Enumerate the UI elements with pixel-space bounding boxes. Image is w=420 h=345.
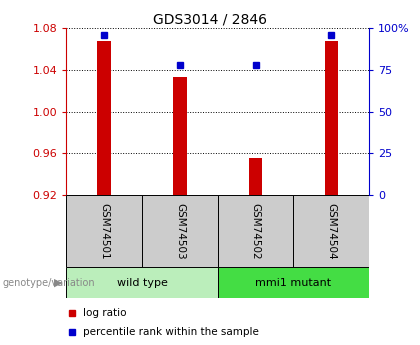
Bar [294, 195, 369, 267]
Bar [325, 41, 338, 195]
Bar [66, 267, 218, 298]
Text: GSM74504: GSM74504 [326, 203, 336, 259]
Text: GSM74503: GSM74503 [175, 203, 185, 259]
Text: GSM74501: GSM74501 [99, 203, 109, 259]
Bar [142, 195, 218, 267]
Text: wild type: wild type [117, 278, 168, 288]
Bar [249, 158, 262, 195]
Text: log ratio: log ratio [83, 308, 126, 318]
Text: mmi1 mutant: mmi1 mutant [255, 278, 331, 288]
Bar [218, 267, 369, 298]
Text: percentile rank within the sample: percentile rank within the sample [83, 327, 259, 337]
Text: GSM74502: GSM74502 [251, 203, 261, 259]
Bar [218, 195, 294, 267]
Text: GDS3014 / 2846: GDS3014 / 2846 [153, 12, 267, 26]
Text: ▶: ▶ [54, 278, 62, 288]
Bar [66, 195, 142, 267]
Bar [173, 77, 187, 195]
Text: genotype/variation: genotype/variation [2, 278, 95, 288]
Bar [97, 41, 111, 195]
